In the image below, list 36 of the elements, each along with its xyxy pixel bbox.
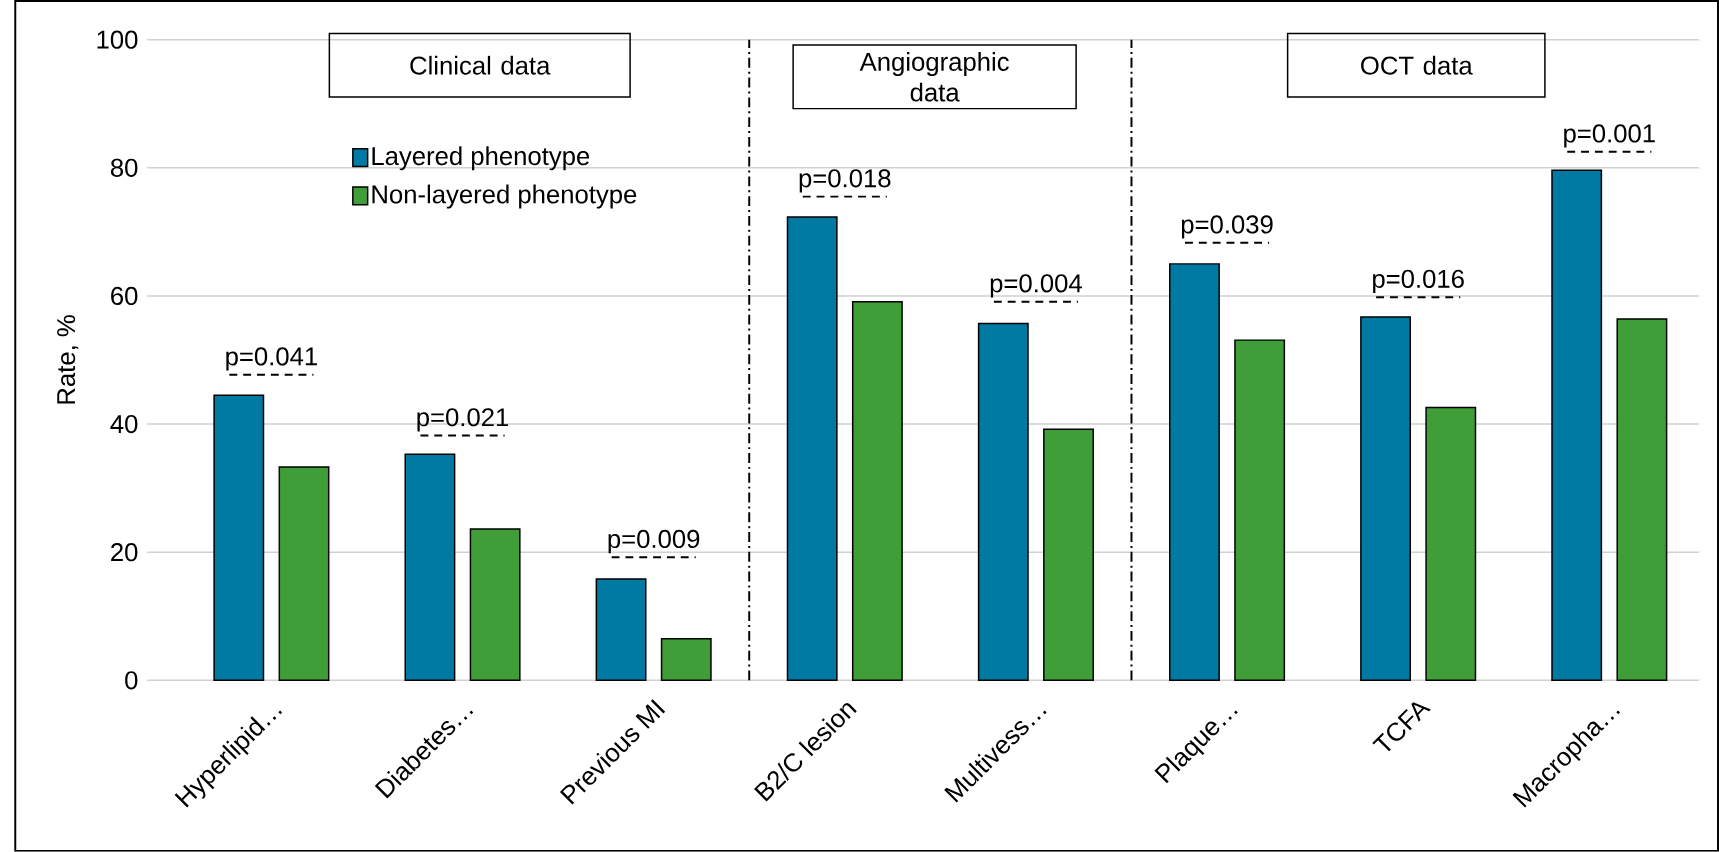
annotation: p=0.039: [1181, 215, 1273, 239]
y-tick-label: 80: [110, 158, 138, 177]
bar: [786, 216, 838, 682]
bar: [977, 322, 1029, 682]
bar: [1551, 169, 1603, 682]
bar: [851, 301, 903, 682]
bar: [404, 453, 456, 682]
bar: [595, 578, 647, 682]
bar: [1425, 406, 1477, 682]
annotation: Clinical data: [410, 55, 551, 75]
annotation: p=0.009: [608, 529, 700, 554]
bar: [1360, 316, 1412, 682]
y-tick-label: 20: [111, 543, 138, 562]
annotation: p=0.018: [799, 169, 891, 193]
legend-label: Layered phenotype: [372, 146, 590, 171]
annotation: OCT data: [1361, 55, 1473, 75]
bar: [1234, 339, 1286, 682]
annotation: p=0.001: [1564, 124, 1655, 148]
bar: [1043, 428, 1094, 682]
bar: [1169, 263, 1220, 682]
y-tick-label: 60: [111, 286, 138, 306]
bar: [1616, 318, 1668, 682]
annotation: p=0.041: [226, 347, 317, 371]
annotation: Angiographic data: [859, 52, 1009, 102]
annotation: p=0.021: [417, 408, 509, 432]
y-tick-label: 100: [97, 30, 138, 49]
annotation: p=0.004: [990, 274, 1082, 298]
legend-label: Non-layered phenotype: [372, 184, 637, 209]
bar: [278, 466, 330, 682]
bar: [660, 637, 712, 682]
y-tick-label: 40: [110, 415, 138, 434]
y-axis-title: Rate, %: [57, 315, 79, 404]
annotation: p=0.016: [1373, 269, 1464, 294]
y-tick-label: 0: [125, 671, 138, 690]
bar: [469, 528, 521, 682]
bar: [213, 394, 265, 682]
